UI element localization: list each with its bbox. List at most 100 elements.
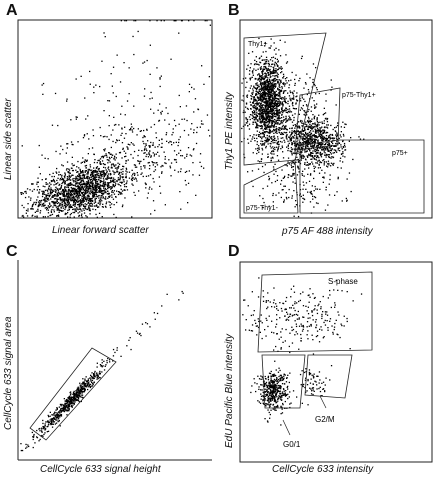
- event-dot: [281, 86, 283, 88]
- event-dot: [260, 82, 262, 84]
- event-dot: [161, 138, 163, 141]
- event-dot: [119, 177, 121, 179]
- event-dot: [148, 161, 150, 164]
- event-dot: [267, 105, 269, 107]
- event-dot: [314, 130, 317, 133]
- event-dot: [286, 134, 288, 136]
- event-dot: [339, 134, 341, 136]
- event-dot: [45, 421, 47, 423]
- event-dot: [85, 185, 87, 187]
- event-dot: [263, 117, 266, 120]
- event-dot: [99, 189, 101, 191]
- event-dot: [304, 162, 306, 164]
- event-dot: [89, 185, 91, 188]
- event-dot: [299, 121, 301, 123]
- event-dot: [305, 151, 307, 153]
- event-dot: [276, 64, 278, 66]
- event-dot: [86, 203, 88, 206]
- event-dot: [252, 185, 254, 188]
- event-dot: [289, 117, 291, 119]
- event-dot: [111, 85, 113, 87]
- event-dot: [151, 188, 153, 190]
- event-dot: [99, 85, 101, 88]
- event-dot: [32, 203, 35, 205]
- event-dot: [331, 133, 333, 136]
- event-dot: [71, 187, 73, 190]
- event-dot: [257, 134, 259, 136]
- event-dot: [320, 127, 322, 129]
- event-dot: [143, 135, 145, 137]
- event-dot: [304, 148, 306, 150]
- event-dot: [88, 148, 90, 150]
- event-dot: [275, 194, 277, 196]
- event-dot: [81, 388, 84, 391]
- event-dot: [256, 82, 258, 84]
- event-dot: [311, 137, 313, 139]
- event-dot: [302, 188, 304, 190]
- event-dot: [87, 207, 90, 209]
- event-dot: [84, 177, 86, 179]
- event-dot: [333, 145, 335, 147]
- event-dot: [86, 191, 89, 193]
- event-dot: [269, 120, 271, 122]
- event-dot: [267, 113, 269, 115]
- event-dot: [321, 133, 323, 136]
- event-dot: [290, 134, 292, 136]
- event-dot: [173, 20, 175, 22]
- event-dot: [91, 381, 93, 384]
- event-dot: [289, 91, 292, 94]
- event-dot: [276, 93, 278, 96]
- event-dot: [281, 141, 283, 143]
- event-dot: [259, 119, 261, 121]
- event-dot: [291, 137, 293, 140]
- event-dot: [179, 136, 181, 138]
- event-dot: [73, 191, 76, 193]
- event-dot: [269, 76, 271, 78]
- event-dot: [60, 187, 62, 189]
- event-dot: [274, 86, 276, 88]
- event-dot: [81, 185, 84, 187]
- event-dot: [260, 122, 262, 124]
- event-dot: [306, 141, 308, 143]
- event-dot: [257, 108, 259, 110]
- event-dot: [307, 156, 309, 158]
- event-dot: [98, 177, 100, 179]
- event-dot: [300, 159, 302, 161]
- event-dot: [84, 196, 86, 198]
- event-dot: [73, 164, 75, 166]
- event-dot: [79, 187, 81, 189]
- event-dot: [321, 137, 323, 140]
- event-dot: [271, 108, 273, 110]
- event-dot: [109, 177, 111, 179]
- event-dot: [312, 130, 314, 132]
- event-dot: [338, 137, 340, 140]
- event-dot: [268, 120, 270, 122]
- event-dot: [38, 428, 40, 430]
- event-dot: [330, 150, 333, 152]
- event-dot: [50, 190, 52, 192]
- event-dot: [321, 144, 323, 146]
- event-dot: [288, 84, 291, 86]
- event-dot: [77, 160, 79, 163]
- event-dot: [293, 98, 295, 100]
- event-dot: [271, 100, 273, 102]
- event-dot: [68, 189, 70, 191]
- event-dot: [269, 59, 272, 61]
- event-dot: [297, 139, 299, 141]
- event-dot: [290, 118, 292, 121]
- event-dot: [79, 199, 82, 201]
- event-dot: [272, 106, 274, 108]
- event-dot: [88, 206, 90, 208]
- event-dot: [302, 125, 304, 127]
- event-dot: [111, 156, 113, 158]
- event-dot: [107, 182, 109, 184]
- event-dot: [319, 127, 321, 129]
- event-dot: [94, 374, 96, 376]
- event-dot: [331, 148, 333, 150]
- event-dot: [260, 114, 263, 117]
- event-dot: [276, 115, 278, 117]
- event-dot: [67, 143, 69, 145]
- event-dot: [264, 81, 266, 83]
- event-dot: [102, 192, 104, 194]
- event-dot: [272, 166, 275, 168]
